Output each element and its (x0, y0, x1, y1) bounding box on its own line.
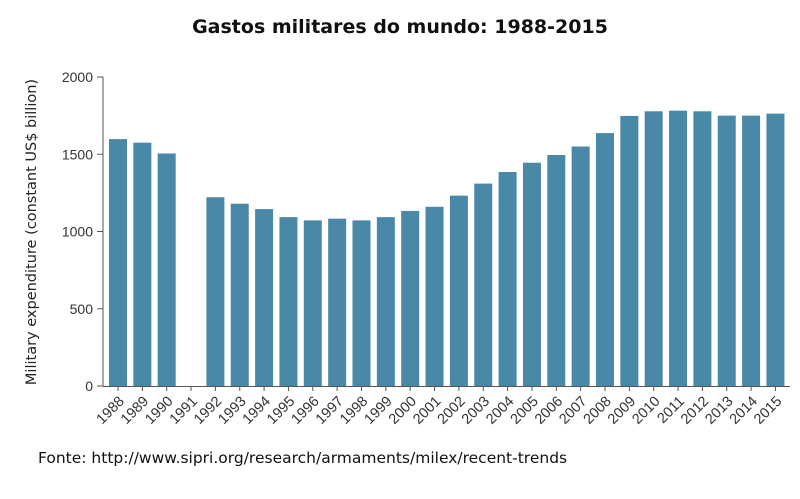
bar-1989 (133, 142, 152, 386)
bars-group (109, 110, 785, 387)
bar-2013 (717, 115, 736, 387)
y-tick-label-0: 0 (85, 378, 93, 394)
y-axis: 0 500 1000 1500 2000 (62, 69, 104, 394)
bar-2001 (425, 206, 444, 386)
bar-1999 (376, 217, 395, 386)
bar-1992 (206, 197, 225, 386)
bar-2008 (596, 133, 614, 386)
bar-1996 (303, 220, 322, 386)
bar-2015 (766, 113, 785, 387)
bar-2005 (522, 162, 541, 386)
bar-2009 (620, 115, 639, 387)
x-tick-label-2015: 2015 (751, 394, 785, 428)
bar-2014 (742, 115, 761, 387)
source-note: Fonte: http://www.sipri.org/research/arm… (38, 449, 568, 467)
bar-1997 (328, 218, 347, 386)
y-tick-label-500: 500 (70, 301, 94, 317)
bar-1993 (230, 203, 249, 386)
bar-2012 (693, 111, 712, 387)
bar-2006 (547, 155, 566, 386)
x-axis: 1988198919901991199219931994199519961997… (94, 386, 790, 428)
bar-2010 (644, 111, 663, 387)
bar-1995 (279, 217, 298, 386)
y-tick-label-1500: 1500 (62, 146, 93, 162)
bar-2004 (498, 172, 517, 386)
y-tick-label-2000: 2000 (62, 69, 93, 85)
bar-2011 (669, 110, 688, 387)
bar-1998 (352, 220, 371, 386)
bar-2003 (474, 183, 493, 386)
bar-2002 (449, 195, 468, 386)
bar-1994 (255, 209, 274, 386)
y-tick-label-1000: 1000 (62, 224, 93, 240)
bar-2007 (571, 146, 590, 386)
bar-1990 (157, 153, 176, 386)
chart-title: Gastos militares do mundo: 1988-2015 (192, 16, 608, 38)
bar-2000 (401, 210, 420, 386)
bar-1988 (109, 139, 127, 386)
